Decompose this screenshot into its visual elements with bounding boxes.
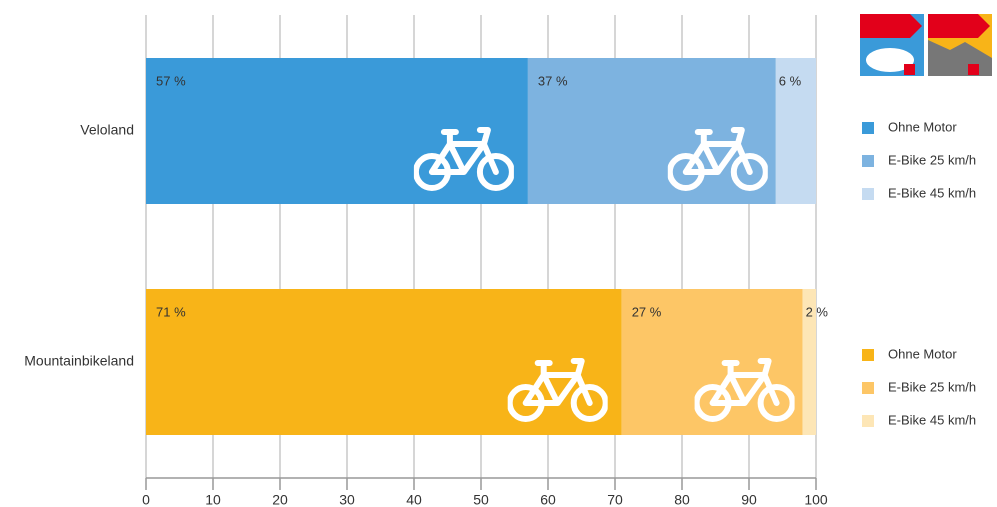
legend-swatch — [862, 155, 874, 167]
x-tick-label: 10 — [205, 492, 221, 507]
bars — [146, 58, 816, 435]
legend-swatch — [862, 349, 874, 361]
x-tick-label: 70 — [607, 492, 623, 507]
x-tick-label: 100 — [804, 492, 828, 507]
x-tick-label: 30 — [339, 492, 355, 507]
legend-label: Ohne Motor — [888, 119, 957, 134]
bar-segment — [146, 58, 528, 204]
legend-swatch — [862, 122, 874, 134]
legend-label: E-Bike 25 km/h — [888, 152, 976, 167]
legend-label: E-Bike 25 km/h — [888, 379, 976, 394]
legend-swatch — [862, 382, 874, 394]
category-label: Veloland — [80, 122, 134, 138]
legend-swatch — [862, 415, 874, 427]
x-tick-label: 20 — [272, 492, 288, 507]
value-label: 2 % — [806, 304, 829, 319]
value-label: 71 % — [156, 304, 186, 319]
legend-swatch — [862, 188, 874, 200]
logo-mountainbikeland — [928, 14, 992, 76]
x-tick-label: 0 — [142, 492, 150, 507]
legend-label: E-Bike 45 km/h — [888, 412, 976, 427]
value-label: 57 % — [156, 73, 186, 88]
x-tick-label: 60 — [540, 492, 556, 507]
bar-segment — [621, 289, 803, 435]
x-tick-label: 40 — [406, 492, 422, 507]
legend-label: Ohne Motor — [888, 346, 957, 361]
value-label: 6 % — [779, 73, 802, 88]
bar-segment — [775, 58, 816, 204]
labels: 0 10 20 30 40 50 60 70 80 90 100 Veloland 57 % Ohne M… — [24, 73, 976, 507]
x-tick-label: 80 — [674, 492, 690, 507]
x-tick-label: 50 — [473, 492, 489, 507]
legend-label: E-Bike 45 km/h — [888, 185, 976, 200]
bar-segment — [802, 289, 816, 435]
value-label: 27 % — [632, 304, 662, 319]
category-label: Mountainbikeland — [24, 353, 134, 369]
logo-veloland — [860, 14, 924, 76]
x-tick-label: 90 — [741, 492, 757, 507]
value-label: 37 % — [538, 73, 568, 88]
